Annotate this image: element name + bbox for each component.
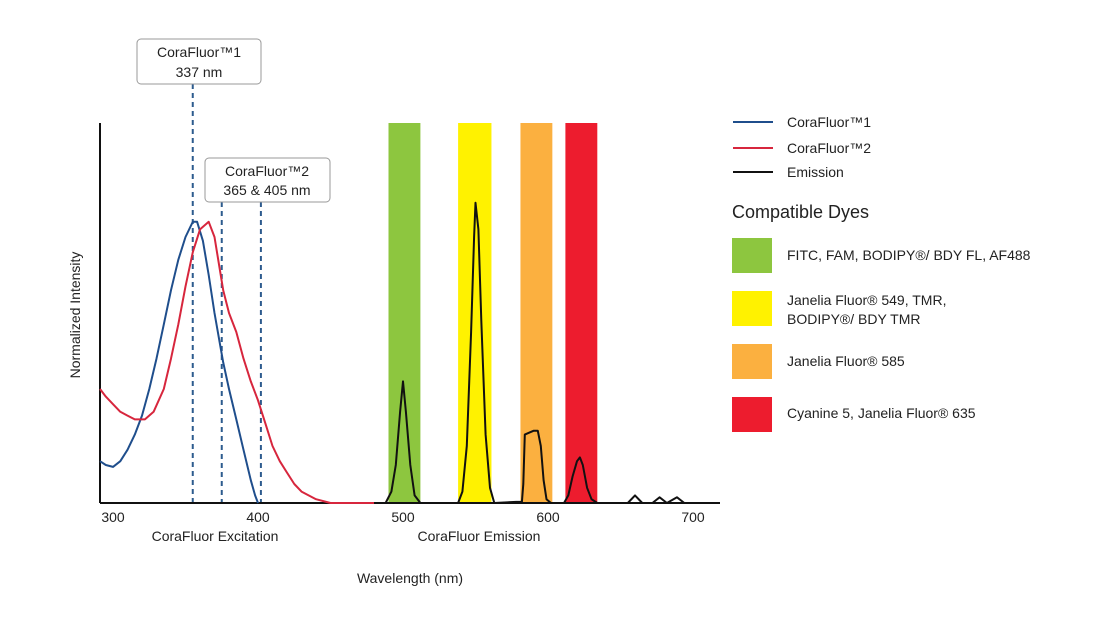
legend-label-corafluor1: CoraFluor™1 xyxy=(787,114,871,130)
dye-label-green: FITC, FAM, BODIPY®/ BDY FL, AF488 xyxy=(787,247,1031,263)
dye-swatch-red xyxy=(732,397,772,432)
dye-swatch-orange xyxy=(732,344,772,379)
dye-band-red xyxy=(565,123,598,503)
dye-swatch-green xyxy=(732,238,772,273)
y-axis-label: Normalized Intensity xyxy=(67,252,83,379)
legend: CoraFluor™1 CoraFluor™2 Emission Compati… xyxy=(732,114,1031,432)
dye-band-green xyxy=(388,123,421,503)
series-line-corafluor1 xyxy=(99,220,259,504)
dye-band-orange xyxy=(520,123,553,503)
excitation-lines xyxy=(191,84,262,503)
annotation-corafluor2: CoraFluor™2 365 & 405 nm xyxy=(204,157,331,203)
x-tick-400: 400 xyxy=(246,509,270,525)
series-line-emission xyxy=(374,201,720,504)
dye-label-yellow-2: BODIPY®/ BDY TMR xyxy=(787,311,921,327)
annotation-corafluor1: CoraFluor™1 337 nm xyxy=(136,38,262,85)
x-tick-700: 700 xyxy=(681,509,705,525)
legend-label-corafluor2: CoraFluor™2 xyxy=(787,140,871,156)
excitation-label: CoraFluor Excitation xyxy=(152,528,279,544)
dye-label-red: Cyanine 5, Janelia Fluor® 635 xyxy=(787,405,976,421)
x-axis-label: Wavelength (nm) xyxy=(357,570,463,586)
annotation-1-value: 337 nm xyxy=(176,64,223,80)
dye-swatch-yellow xyxy=(732,291,772,326)
x-tick-500: 500 xyxy=(391,509,415,525)
legend-label-emission: Emission xyxy=(787,164,844,180)
emission-label: CoraFluor Emission xyxy=(418,528,541,544)
x-tick-600: 600 xyxy=(536,509,560,525)
series-lines xyxy=(99,201,720,504)
annotation-2-title: CoraFluor™2 xyxy=(225,163,309,179)
annotation-2-value: 365 & 405 nm xyxy=(223,182,310,198)
dye-label-orange: Janelia Fluor® 585 xyxy=(787,353,905,369)
dye-label-yellow: Janelia Fluor® 549, TMR, xyxy=(787,292,946,308)
series-line-corafluor2 xyxy=(99,220,374,504)
dye-bands xyxy=(388,123,598,503)
annotation-1-title: CoraFluor™1 xyxy=(157,44,241,60)
x-tick-labels: 300 400 500 600 700 xyxy=(101,509,705,525)
dyes-title: Compatible Dyes xyxy=(732,202,869,222)
x-tick-300: 300 xyxy=(101,509,125,525)
